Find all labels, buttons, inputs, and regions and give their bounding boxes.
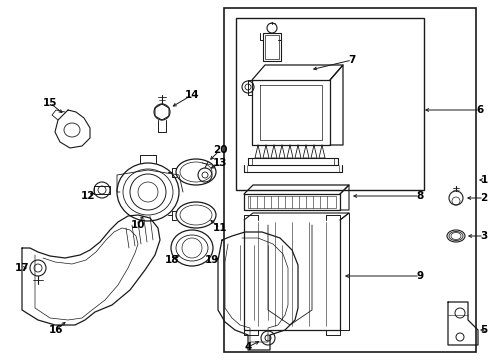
Text: 2: 2 [480, 193, 488, 203]
Text: 14: 14 [185, 90, 199, 100]
Text: 18: 18 [165, 255, 179, 265]
Text: 13: 13 [213, 158, 227, 168]
Text: 8: 8 [416, 191, 424, 201]
Text: 10: 10 [131, 220, 145, 230]
Text: 1: 1 [480, 175, 488, 185]
Text: 9: 9 [416, 271, 423, 281]
Text: 12: 12 [81, 191, 95, 201]
Text: 7: 7 [348, 55, 356, 65]
Text: 5: 5 [480, 325, 488, 335]
Text: 17: 17 [15, 263, 29, 273]
Text: 6: 6 [476, 105, 484, 115]
Text: 4: 4 [245, 342, 252, 352]
Bar [263, 33, 281, 61]
Bar [224, 8, 476, 352]
Text: 11: 11 [213, 223, 227, 233]
Text: 19: 19 [205, 255, 219, 265]
Text: 3: 3 [480, 231, 488, 241]
Text: 16: 16 [49, 325, 63, 335]
Text: 15: 15 [43, 98, 57, 108]
Text: 20: 20 [213, 145, 227, 155]
Bar [265, 35, 279, 59]
Bar [236, 18, 424, 190]
